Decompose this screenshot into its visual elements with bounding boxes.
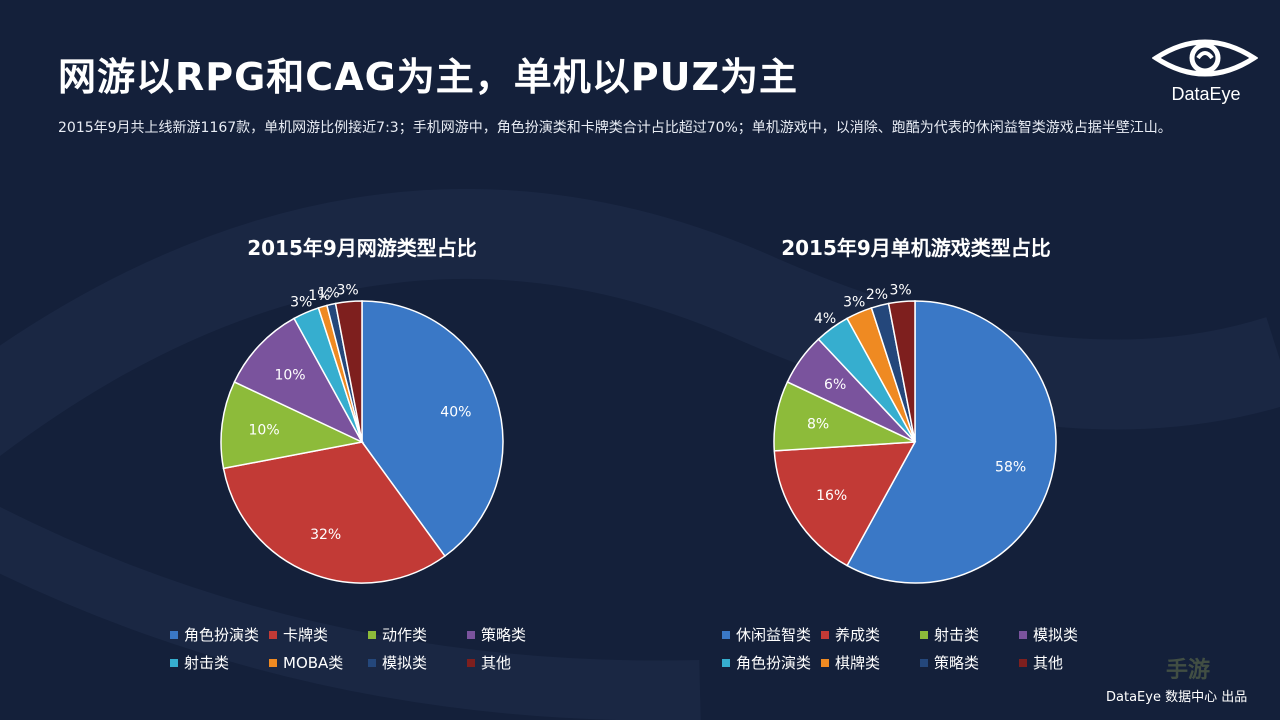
slice-label-1-3: 6% xyxy=(824,377,846,393)
legend-item: 卡牌类 xyxy=(269,624,328,645)
footer-credit: DataEye 数据中心 出品 xyxy=(1106,690,1248,705)
legend-swatch xyxy=(467,658,475,667)
legend-swatch xyxy=(920,658,928,667)
chart-title-standalone: 2015年9月单机游戏类型占比 xyxy=(781,236,1051,260)
slice-label-0-1: 32% xyxy=(310,527,341,543)
legend-label: 动作类 xyxy=(382,626,428,644)
legend-swatch xyxy=(269,630,277,639)
legend-item: 动作类 xyxy=(368,624,427,645)
legend-label: 休闲益智类 xyxy=(736,626,812,644)
legend-item: MOBA类 xyxy=(269,652,343,673)
page-title: 网游以RPG和CAG为主，单机以PUZ为主 xyxy=(58,55,799,99)
legend-item: 休闲益智类 xyxy=(722,624,811,645)
slice-label-0-4: 3% xyxy=(290,295,312,311)
slice-label-0-3: 10% xyxy=(274,367,305,383)
legend-label: 卡牌类 xyxy=(283,626,329,644)
pie-slice-1-1 xyxy=(773,441,917,567)
legend-item: 模拟类 xyxy=(368,652,427,673)
pie-slice-0-3 xyxy=(233,317,364,444)
chart-title-online: 2015年9月网游类型占比 xyxy=(247,236,477,260)
legend-item: 养成类 xyxy=(821,624,880,645)
legend-item: 射击类 xyxy=(170,652,229,673)
legend-item: 策略类 xyxy=(920,652,979,673)
legend-item: 角色扮演类 xyxy=(722,652,811,673)
legend-swatch xyxy=(821,658,829,667)
dataeye-logo-icon xyxy=(1152,39,1258,77)
slice-label-0-7: 3% xyxy=(336,283,358,299)
legend-swatch xyxy=(1019,658,1027,667)
legend-swatch xyxy=(368,658,376,667)
legend-swatch xyxy=(722,658,730,667)
legend-label: 策略类 xyxy=(481,626,527,644)
legend-item: 其他 xyxy=(467,652,511,673)
slice-label-0-0: 40% xyxy=(440,405,471,421)
legend-swatch xyxy=(722,630,730,639)
pie-slice-0-1 xyxy=(222,441,446,584)
pie-slice-1-7 xyxy=(887,300,916,443)
slice-label-0-5: 1% xyxy=(308,288,330,304)
legend-swatch xyxy=(170,658,178,667)
legend-swatch xyxy=(821,630,829,639)
legend-label: 策略类 xyxy=(934,654,980,672)
logo-text: DataEye xyxy=(1171,84,1241,104)
legend-item: 角色扮演类 xyxy=(170,624,259,645)
pie-slice-1-0 xyxy=(846,300,1057,584)
legend-item: 射击类 xyxy=(920,624,979,645)
legend-label: 养成类 xyxy=(835,626,881,644)
slice-label-1-5: 3% xyxy=(843,295,865,311)
pie-slice-0-0 xyxy=(361,300,504,558)
slice-label-0-6: 1% xyxy=(318,286,340,302)
legend-swatch xyxy=(467,630,475,639)
pie-slice-0-7 xyxy=(334,300,363,443)
legend-item: 模拟类 xyxy=(1019,624,1078,645)
legend-item: 其他 xyxy=(1019,652,1063,673)
legend-swatch xyxy=(920,630,928,639)
page-subtitle: 2015年9月共上线新游1167款，单机网游比例接近7:3；手机网游中，角色扮演… xyxy=(58,120,1172,136)
slice-label-1-7: 3% xyxy=(889,283,911,299)
slice-label-1-1: 16% xyxy=(816,488,847,504)
pie-slice-0-2 xyxy=(220,380,365,470)
slice-label-1-0: 58% xyxy=(995,460,1026,476)
legend-label: 模拟类 xyxy=(382,654,428,672)
slice-label-1-2: 8% xyxy=(807,417,829,433)
legend-label: 角色扮演类 xyxy=(736,654,812,672)
legend-label: MOBA类 xyxy=(283,654,344,672)
legend-swatch xyxy=(1019,630,1027,639)
slice-label-0-2: 10% xyxy=(249,423,280,439)
legend-swatch xyxy=(170,630,178,639)
legend-label: 棋牌类 xyxy=(835,654,881,672)
slice-label-1-4: 4% xyxy=(814,311,836,327)
legend-label: 射击类 xyxy=(184,654,230,672)
legend-swatch xyxy=(368,630,376,639)
legend-label: 其他 xyxy=(481,654,512,672)
legend-label: 射击类 xyxy=(934,626,980,644)
legend-label: 其他 xyxy=(1033,654,1064,672)
legend-item: 棋牌类 xyxy=(821,652,880,673)
legend-label: 角色扮演类 xyxy=(184,626,260,644)
slice-label-1-6: 2% xyxy=(866,287,888,303)
legend-swatch xyxy=(269,658,277,667)
legend-item: 策略类 xyxy=(467,624,526,645)
legend-label: 模拟类 xyxy=(1033,626,1079,644)
watermark-text: 手游 xyxy=(1166,658,1211,683)
